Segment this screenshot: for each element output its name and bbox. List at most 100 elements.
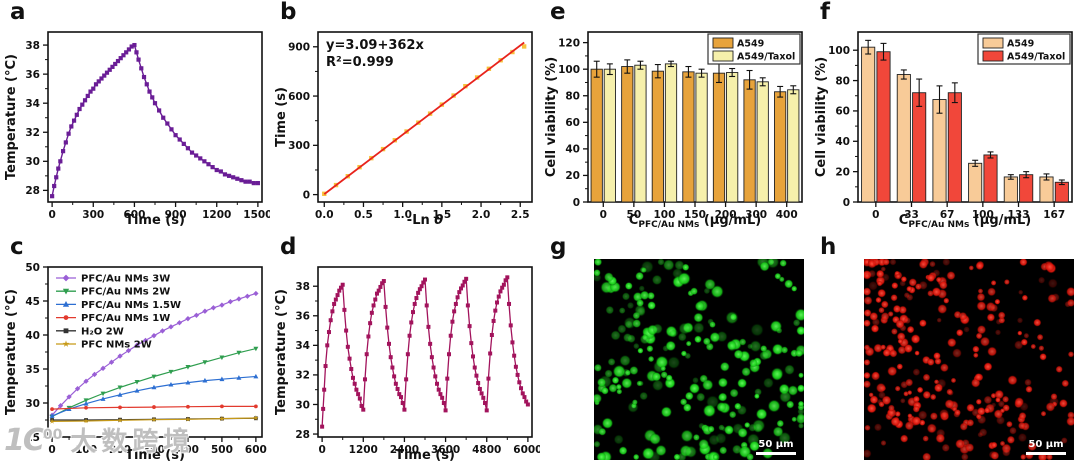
svg-text:33: 33 — [904, 209, 919, 221]
svg-text:36: 36 — [25, 69, 40, 81]
svg-text:50: 50 — [627, 209, 642, 221]
svg-text:100: 100 — [75, 444, 97, 456]
watermark-logo: 1C — [4, 423, 45, 458]
chart-b-ylabel: Time (s) — [274, 87, 289, 147]
svg-text:36: 36 — [295, 311, 310, 323]
chart-a-ylabel: Temperature (°C) — [4, 54, 19, 180]
micrograph-green-cells — [594, 259, 804, 460]
svg-text:PFC/Au NMs 2W: PFC/Au NMs 2W — [81, 287, 170, 298]
svg-text:A549: A549 — [1007, 39, 1034, 50]
chart-f-ylabel: Cell viability (%) — [814, 56, 829, 178]
svg-text:600: 600 — [123, 209, 145, 221]
svg-text:30: 30 — [25, 398, 40, 410]
svg-text:PFC/Au NMs 3W: PFC/Au NMs 3W — [81, 274, 170, 285]
svg-text:34: 34 — [25, 98, 40, 110]
svg-text:0: 0 — [843, 197, 850, 209]
scalebar-h-label: 50 μm — [1028, 439, 1064, 450]
panel-c: c 0 100 200 300 400 500 600 25 30 35 40 45 50 PFC/Au … — [0, 235, 270, 470]
svg-text:30: 30 — [295, 399, 310, 411]
micrograph-red-cells — [864, 259, 1074, 460]
svg-text:60: 60 — [565, 117, 580, 129]
svg-text:0.0: 0.0 — [315, 209, 334, 221]
svg-text:A549: A549 — [737, 39, 764, 50]
scalebar-h: 50 μm — [1026, 439, 1066, 455]
svg-text:32: 32 — [295, 370, 310, 382]
svg-text:40: 40 — [25, 330, 40, 342]
svg-text:900: 900 — [288, 42, 310, 54]
chart-d-ylabel: Temperature (°C) — [274, 289, 289, 415]
svg-text:2.5: 2.5 — [511, 209, 530, 221]
svg-text:200: 200 — [715, 209, 737, 221]
svg-text:0: 0 — [303, 189, 310, 201]
scalebar-g-line — [756, 452, 796, 455]
svg-text:PFC NMs 2W: PFC NMs 2W — [81, 340, 152, 351]
svg-text:45: 45 — [25, 296, 40, 308]
svg-text:300: 300 — [745, 209, 767, 221]
panel-d-letter: d — [280, 234, 297, 260]
scalebar-g: 50 μm — [756, 439, 796, 455]
svg-text:80: 80 — [565, 91, 580, 103]
panel-a: a 0 300 600 900 1200 1500 28 30 32 34 36 38 Tempera… — [0, 0, 270, 235]
svg-text:1200: 1200 — [202, 209, 231, 221]
panel-e: e 0 20 40 60 80 100 120 0 50 100 150 200 300 400 A549 A… — [540, 0, 810, 235]
svg-text:34: 34 — [295, 340, 310, 352]
svg-text:35: 35 — [25, 364, 40, 376]
panel-c-letter: c — [10, 234, 24, 260]
svg-text:32: 32 — [25, 127, 40, 139]
panel-g: g 50 μm — [540, 235, 810, 470]
svg-text:100: 100 — [828, 45, 850, 57]
panel-f: f 0 20 40 60 80 100 0 33 67 100 133 167 A549 A549/Tax… — [810, 0, 1080, 235]
chart-f-plot: 0 20 40 60 80 100 0 33 67 100 133 167 A549 A549/Taxol — [828, 31, 1073, 221]
chart-e-xlabel: CPFC/Au NMs (μg/mL) — [628, 213, 762, 230]
svg-text:2400: 2400 — [390, 444, 419, 456]
svg-text:40: 40 — [565, 144, 580, 156]
chart-c-plot: 0 100 200 300 400 500 600 25 30 35 40 45 50 PFC/Au NM… — [25, 262, 266, 456]
panel-a-letter: a — [10, 0, 26, 25]
svg-text:1200: 1200 — [349, 444, 378, 456]
panel-b-letter: b — [280, 0, 297, 25]
svg-text:0: 0 — [48, 444, 55, 456]
svg-text:1.5: 1.5 — [433, 209, 452, 221]
svg-text:4800: 4800 — [472, 444, 501, 456]
chart-f-xlabel: CPFC/Au NMs (μg/mL) — [898, 213, 1032, 230]
svg-text:2.0: 2.0 — [472, 209, 491, 221]
chart-e-ylabel: Cell viability (%) — [544, 56, 559, 178]
svg-text:900: 900 — [165, 209, 187, 221]
svg-text:0: 0 — [318, 444, 325, 456]
svg-text:67: 67 — [940, 209, 955, 221]
svg-text:R²=0.999: R²=0.999 — [326, 55, 394, 70]
svg-text:3600: 3600 — [431, 444, 460, 456]
chart-d-xlabel: Time (s) — [395, 448, 455, 463]
svg-text:600: 600 — [288, 91, 310, 103]
svg-text:38: 38 — [25, 40, 40, 52]
chart-d-plot: 0 1200 2400 3600 4800 6000 28 30 32 34 36 38 — [295, 266, 540, 456]
chart-b-xlabel: -Ln θ — [406, 213, 444, 228]
svg-text:PFC/Au NMs 1.5W: PFC/Au NMs 1.5W — [81, 300, 181, 311]
svg-text:y=3.09+362x: y=3.09+362x — [326, 38, 424, 53]
svg-text:30: 30 — [25, 156, 40, 168]
svg-text:60: 60 — [835, 106, 850, 118]
panel-e-letter: e — [550, 0, 566, 25]
svg-text:400: 400 — [776, 209, 798, 221]
watermark: 1C00 大数跨境 — [4, 423, 195, 458]
svg-text:300: 300 — [143, 444, 165, 456]
svg-text:100: 100 — [972, 209, 994, 221]
chart-a-xlabel: Time (s) — [125, 213, 185, 228]
svg-text:28: 28 — [295, 429, 310, 441]
micrograph-red: 50 μm — [864, 259, 1074, 460]
panel-h-letter: h — [820, 234, 837, 260]
watermark-text: 大数跨境 — [70, 427, 195, 457]
panel-f-letter: f — [820, 0, 831, 25]
svg-text:0: 0 — [600, 209, 607, 221]
svg-text:6000: 6000 — [513, 444, 540, 456]
svg-text:133: 133 — [1008, 209, 1030, 221]
svg-text:300: 300 — [82, 209, 104, 221]
chart-c-ylabel: Temperature (°C) — [4, 289, 19, 415]
svg-text:20: 20 — [835, 166, 850, 178]
svg-text:150: 150 — [684, 209, 706, 221]
svg-text:0: 0 — [48, 209, 55, 221]
svg-text:PFC/Au NMs 1W: PFC/Au NMs 1W — [81, 313, 170, 324]
svg-text:120: 120 — [558, 37, 580, 49]
panel-d: d 0 1200 2400 3600 4800 6000 28 30 32 34 36 38 Temp… — [270, 235, 540, 470]
